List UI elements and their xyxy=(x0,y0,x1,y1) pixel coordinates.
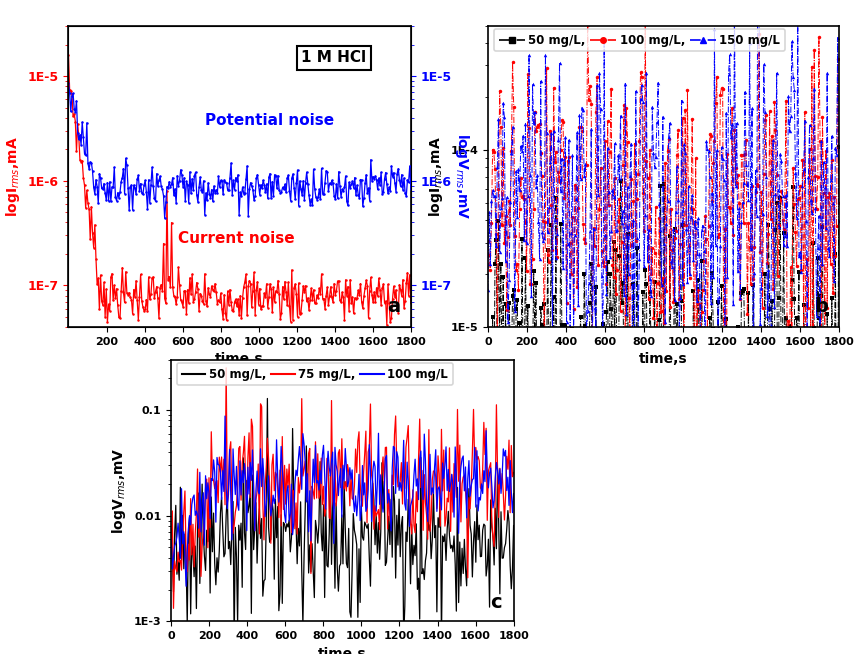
Text: 1 M HCl: 1 M HCl xyxy=(301,50,366,65)
Legend: 50 mg/L,, 75 mg/L,, 100 mg/L: 50 mg/L,, 75 mg/L,, 100 mg/L xyxy=(177,363,453,385)
Text: c: c xyxy=(490,593,502,612)
X-axis label: time,s: time,s xyxy=(639,353,687,366)
X-axis label: time,s: time,s xyxy=(318,647,366,654)
Text: b: b xyxy=(814,297,829,316)
Y-axis label: logV$_{rms}$,mV: logV$_{rms}$,mV xyxy=(453,133,471,220)
X-axis label: time,s: time,s xyxy=(216,353,264,366)
Y-axis label: logV$_{rms}$,mV: logV$_{rms}$,mV xyxy=(110,447,128,534)
Y-axis label: logI$_{rms}$,mA: logI$_{rms}$,mA xyxy=(4,136,22,217)
Text: Current noise: Current noise xyxy=(178,231,294,246)
Legend: 50 mg/L,, 100 mg/L,, 150 mg/L: 50 mg/L,, 100 mg/L,, 150 mg/L xyxy=(494,29,785,52)
Text: a: a xyxy=(387,297,400,316)
Text: Potential noise: Potential noise xyxy=(205,113,335,128)
Y-axis label: logI$_{rms}$,mA: logI$_{rms}$,mA xyxy=(427,136,445,217)
